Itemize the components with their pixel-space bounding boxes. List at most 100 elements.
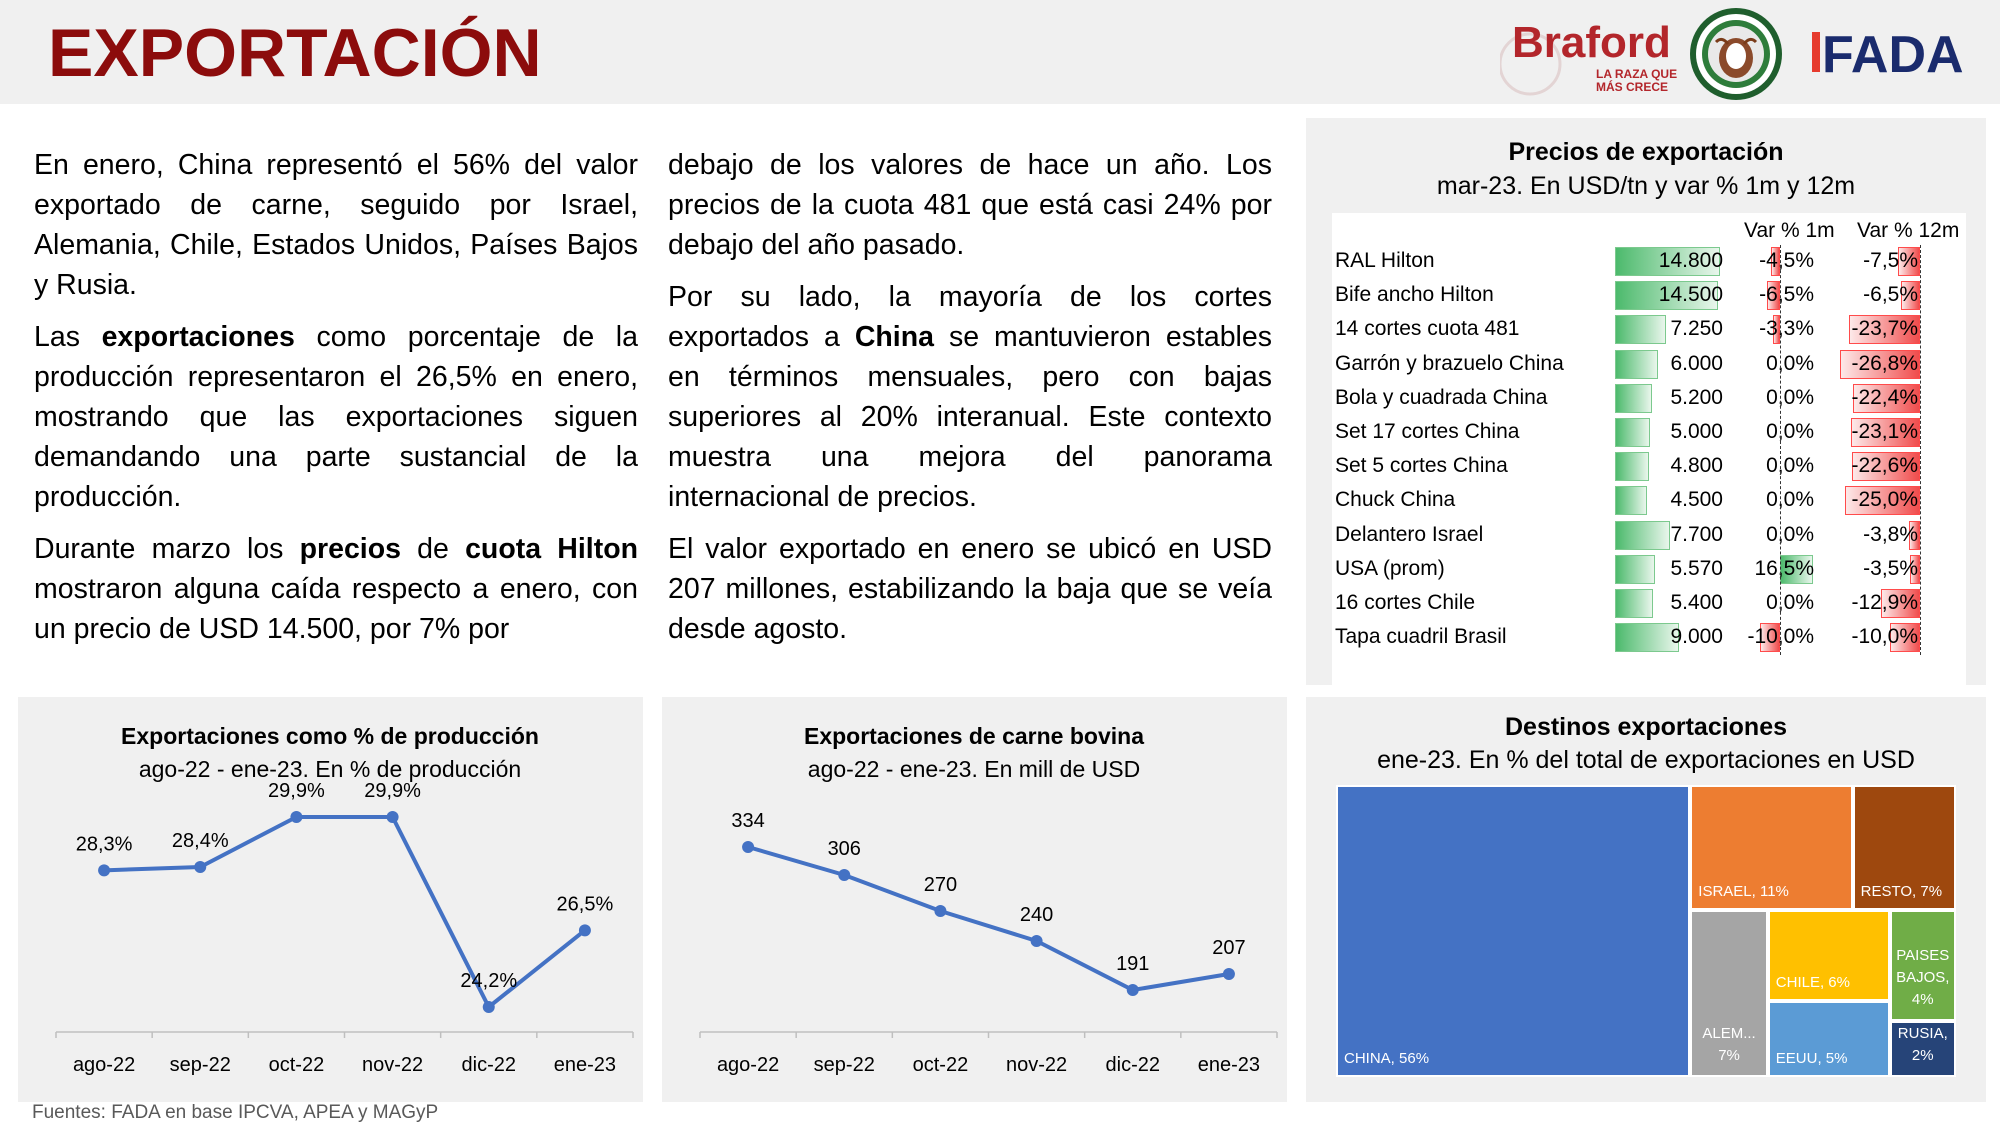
treemap-label: ALEM... 7% <box>1702 1024 1756 1064</box>
chart-panel-export-value: Exportaciones de carne bovina ago-22 - en… <box>662 697 1287 1102</box>
x-tick-label: dic-22 <box>1106 1054 1160 1076</box>
var12m-bar <box>1848 315 1920 345</box>
data-label: 29,9% <box>268 780 325 802</box>
table-row: 16 cortes Chile 5.400 0,0% -12,9% <box>1332 587 1966 621</box>
data-point <box>98 864 111 877</box>
price-bar <box>1615 486 1647 516</box>
braford-logo: Braford LA RAZA QUE MÁS CRECE <box>1500 12 1680 100</box>
price-bar <box>1615 315 1667 345</box>
row-label: 16 cortes Chile <box>1335 591 1476 614</box>
data-point <box>1222 968 1235 980</box>
price-value: 4.800 <box>1670 454 1723 478</box>
var12m-value: -22,4% <box>1851 385 1918 409</box>
table-row: 14 cortes cuota 481 7.250 -3,3% -23,7% <box>1332 313 1966 347</box>
prices-panel: Precios de exportación mar-23. En USD/tn… <box>1306 118 1986 783</box>
row-label: 14 cortes cuota 481 <box>1335 317 1520 341</box>
x-tick-label: ago-22 <box>73 1054 135 1076</box>
table-row: USA (prom) 5.570 16,5% -3,5% <box>1332 553 1966 587</box>
var12m-value: -23,1% <box>1851 420 1918 443</box>
var12m-bar <box>1909 554 1920 584</box>
price-value: 7.250 <box>1670 317 1723 341</box>
var12m-bar <box>1890 623 1920 653</box>
var1m-value: -4,5% <box>1759 249 1814 272</box>
var1m-axis <box>1780 245 1781 656</box>
data-point <box>1126 984 1139 996</box>
var1m-value: -3,3% <box>1759 317 1814 341</box>
var12m-axis <box>1920 245 1921 656</box>
data-label: 270 <box>924 874 957 896</box>
row-label: USA (prom) <box>1335 556 1445 580</box>
treemap-cell: PAISES BAJOS, 4% <box>1889 910 1956 1022</box>
x-tick-label: oct-22 <box>269 1054 325 1076</box>
prices-subtitle: mar-23. En USD/tn y var % 1m y 12m <box>1436 172 1856 200</box>
paragraph: El valor exportado en enero se ubicó en … <box>668 533 1272 645</box>
table-row: RAL Hilton 14.800 -4,5% -7,5% <box>1332 245 1966 279</box>
header-bar: EXPORTACIÓN Braford LA RAZA QUE MÁS CRECE… <box>0 0 2000 104</box>
var12m-value: -25,0% <box>1851 488 1918 512</box>
price-value: 5.400 <box>1670 591 1723 614</box>
price-bar <box>1615 247 1720 276</box>
var12m-value: -7,5% <box>1863 249 1918 272</box>
paragraph: Por su lado, la mayoría de los cortes ex… <box>668 281 1272 513</box>
x-tick-label: nov-22 <box>362 1054 423 1076</box>
x-tick-label: dic-22 <box>462 1054 516 1076</box>
row-label: Garrón y brazuelo China <box>1335 351 1564 375</box>
var12m-bar <box>1850 418 1920 447</box>
chart-panel-destinations: Destinos exportaciones ene-23. En % del … <box>1306 697 1986 1102</box>
data-label: 26,5% <box>557 893 614 915</box>
row-label: Set 5 cortes China <box>1335 454 1508 478</box>
prices-title: Precios de exportación <box>1508 138 1784 166</box>
var1m-bar <box>1780 554 1813 584</box>
data-label: 28,4% <box>172 830 229 852</box>
data-point <box>578 924 591 937</box>
var12m-bar <box>1900 281 1920 311</box>
treemap-cell: RUSIA, 2% <box>1889 1021 1956 1077</box>
paragraph: En enero, China representó el 56% del va… <box>34 149 638 301</box>
chart-title: Exportaciones de carne bovina <box>804 723 1144 749</box>
chart-title: Exportaciones como % de producción <box>121 723 539 749</box>
x-tick-label: oct-22 <box>913 1054 969 1076</box>
price-bar <box>1615 589 1654 618</box>
paragraph: debajo de los valores de hace un año. Lo… <box>668 149 1272 261</box>
paragraph: Durante marzo los precios de cuota Hilto… <box>34 533 639 645</box>
treemap-label: CHILE, 6% <box>1775 974 1850 992</box>
table-row: Delantero Israel 7.700 0,0% -3,8% <box>1332 519 1966 553</box>
data-point <box>742 841 755 853</box>
data-label: 207 <box>1212 937 1245 959</box>
price-bar <box>1615 452 1650 482</box>
treemap-label: RUSIA, 2% <box>1897 1024 1948 1064</box>
var12m-value: -22,6% <box>1851 454 1918 478</box>
var1m-value: 0,0% <box>1766 591 1814 614</box>
price-bar <box>1615 281 1718 311</box>
row-label: Tapa cuadril Brasil <box>1335 625 1507 649</box>
data-point <box>194 861 207 873</box>
data-label: 306 <box>828 838 861 860</box>
treemap-cell: RESTO, 7% <box>1852 785 1956 911</box>
treemap-label: ISRAEL, 11% <box>1698 883 1789 901</box>
svg-text:FADA: FADA <box>1822 26 1964 82</box>
text-column-right: debajo de los valores de hace un año. Lo… <box>668 145 1272 661</box>
treemap-destinations: CHINA, 56% ISRAEL, 11% RESTO, 7% ALEM... 7%… <box>1336 785 1956 1077</box>
treemap-label: RESTO, 7% <box>1860 883 1943 901</box>
price-bar <box>1615 520 1670 550</box>
data-label: 240 <box>1020 904 1053 926</box>
table-row: Chuck China 4.500 0,0% -25,0% <box>1332 484 1966 518</box>
treemap-cell: EEUU, 5% <box>1767 1001 1890 1077</box>
page-title: EXPORTACIÓN <box>48 15 542 91</box>
price-value: 14.800 <box>1658 249 1723 272</box>
var1m-value: 0,0% <box>1766 488 1814 512</box>
prices-table: Var % 1m Var % 12m RAL Hilton 14.800 -4,5%… <box>1332 213 1966 783</box>
row-label: Chuck China <box>1335 488 1456 512</box>
treemap-title: Destinos exportaciones <box>1504 713 1788 741</box>
price-bar <box>1615 383 1652 413</box>
x-tick-label: ago-22 <box>717 1054 779 1076</box>
var1m-value: 0,0% <box>1766 385 1814 409</box>
table-row: Tapa cuadril Brasil 9.000 -10,0% -10,0% <box>1332 621 1966 655</box>
row-label: Set 17 cortes China <box>1335 420 1520 443</box>
var1m-value: 0,0% <box>1766 351 1814 375</box>
chart-subtitle: ago-22 - ene-23. En % de producción <box>139 756 521 782</box>
data-point <box>838 869 851 881</box>
treemap-label: CHINA, 56% <box>1344 1050 1430 1067</box>
row-label: Bola y cuadrada China <box>1335 385 1548 409</box>
chart-subtitle: ago-22 - ene-23. En mill de USD <box>808 756 1140 782</box>
